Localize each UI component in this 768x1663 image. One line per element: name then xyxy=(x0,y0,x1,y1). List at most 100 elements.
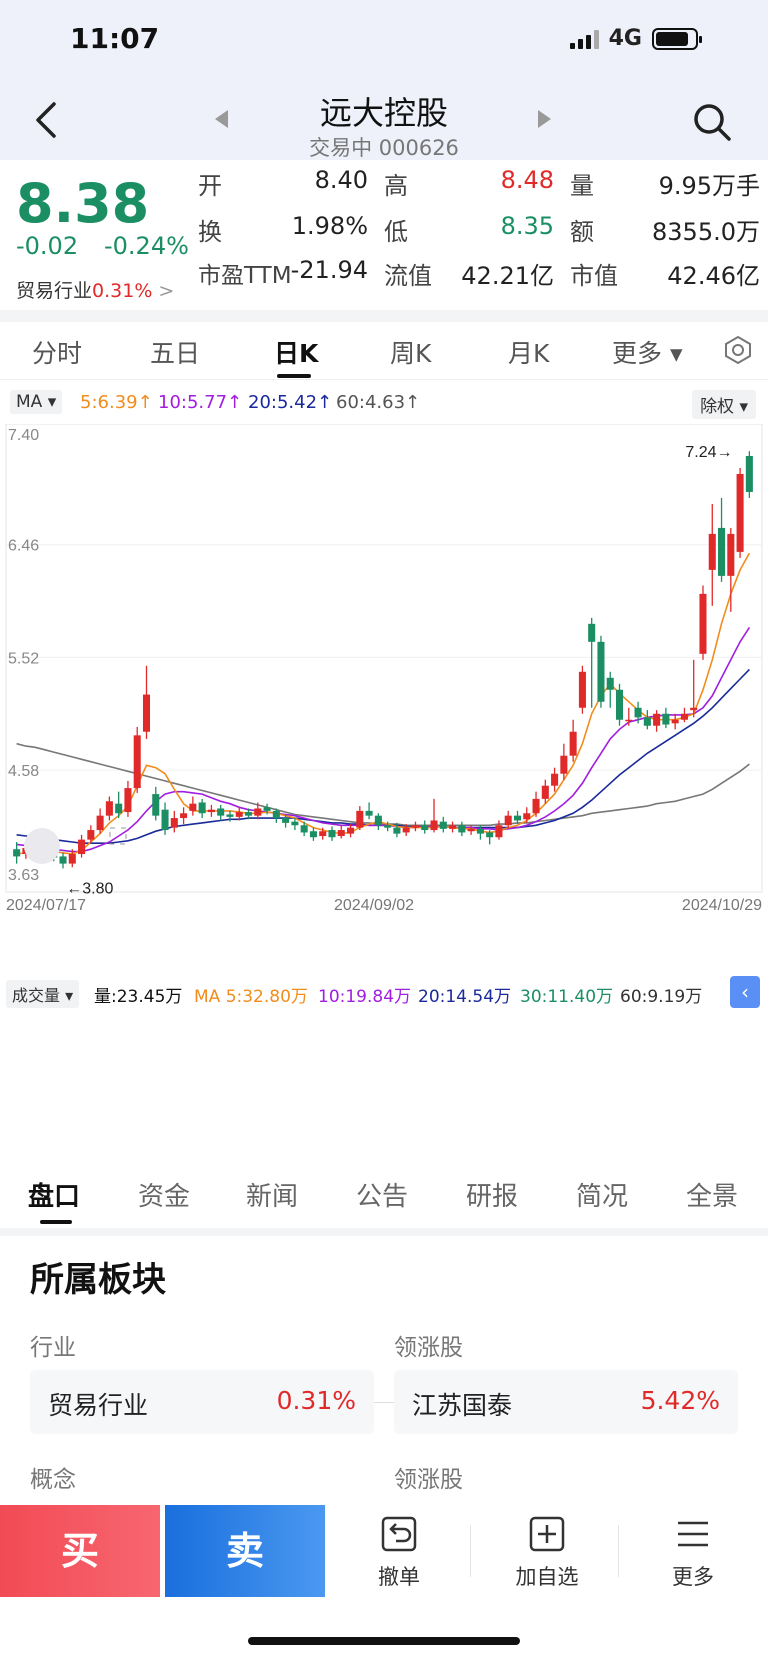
candle-body xyxy=(13,849,21,857)
tab-research[interactable]: 研报 xyxy=(466,1182,519,1212)
ma-selector[interactable]: MA ▾ xyxy=(10,390,63,414)
candle-body xyxy=(411,825,419,828)
candle-body xyxy=(643,717,651,726)
leader-card-name: 江苏国泰 xyxy=(412,1391,513,1420)
turnover-label: 换 xyxy=(198,218,222,246)
vol-ma5: MA 5:32.80万 xyxy=(194,987,308,1007)
tab-orderbook[interactable]: 盘口 xyxy=(28,1182,81,1212)
tab-announcements[interactable]: 公告 xyxy=(356,1182,409,1212)
candle-body xyxy=(226,814,234,817)
concept-heading: 概念 xyxy=(30,1467,76,1493)
vol-ma60: 60:9.19万 xyxy=(620,987,703,1007)
min-price-label: ←3.80 xyxy=(66,881,113,898)
back-icon[interactable] xyxy=(32,98,62,142)
candle-body xyxy=(439,821,447,829)
tab-five-day[interactable]: 五日 xyxy=(150,339,201,368)
industry-card-pct: 0.31% xyxy=(276,1386,356,1415)
candle-body xyxy=(207,809,215,813)
candle-body xyxy=(124,788,132,813)
tab-profile[interactable]: 简况 xyxy=(576,1182,629,1212)
industry-card[interactable]: 贸易行业 0.31% xyxy=(30,1370,374,1434)
info-tabs: 盘口 资金 新闻 公告 研报 简况 全景 xyxy=(0,1168,768,1228)
candle-body xyxy=(356,810,364,828)
candle-body xyxy=(671,719,679,724)
add-watchlist-button[interactable]: 加自选 xyxy=(482,1515,612,1591)
vol-ma30: 30:11.40万 xyxy=(520,987,614,1007)
tab-funds[interactable]: 资金 xyxy=(138,1182,191,1212)
fullscreen-icon xyxy=(109,827,127,845)
candle-body xyxy=(347,827,355,834)
home-indicator xyxy=(248,1637,520,1645)
candle-body xyxy=(319,831,327,837)
collapse-icon[interactable]: ‹ xyxy=(730,976,760,1008)
mkt-cap-label: 市值 xyxy=(570,262,618,290)
candle-body xyxy=(421,825,429,831)
more-button[interactable]: 更多 xyxy=(628,1515,758,1591)
open-label: 开 xyxy=(198,172,222,200)
tab-news[interactable]: 新闻 xyxy=(246,1182,299,1212)
leader-card[interactable]: 江苏国泰 5.42% xyxy=(394,1370,738,1434)
volume-legend: 成交量 ▾ 量:23.45万 MA 5:32.80万 10:19.84万 20:… xyxy=(0,976,768,1008)
industry-link[interactable]: 贸易行业0.31% > xyxy=(16,276,174,303)
candle-body xyxy=(727,533,735,576)
x-axis-label: 2024/09/02 xyxy=(334,897,414,914)
y-tick-label: 6.46 xyxy=(8,538,39,555)
candle-body xyxy=(244,812,253,816)
leader-heading: 领涨股 xyxy=(394,1335,463,1361)
tab-daily-k[interactable]: 日K xyxy=(274,339,319,368)
candle-body xyxy=(142,694,151,732)
vol-ma20: 20:14.54万 xyxy=(418,987,512,1007)
tab-monthly-k[interactable]: 月K xyxy=(508,339,550,368)
candle-body xyxy=(328,830,336,838)
candlestick-chart[interactable]: 7.40 6.46 5.52 4.58 3.63 7.24→ ←3.802024/07/17… xyxy=(0,424,768,964)
adjust-selector[interactable]: 除权 ▾ xyxy=(692,390,756,419)
candle-body xyxy=(189,803,197,811)
candle-body xyxy=(300,825,308,833)
candle-body xyxy=(560,755,568,774)
stock-name: 远大控股 xyxy=(319,94,448,132)
buy-button[interactable]: 买 xyxy=(0,1505,160,1597)
sell-button[interactable]: 卖 xyxy=(165,1505,325,1597)
turnover-value: 1.98% xyxy=(291,212,368,240)
candle-body xyxy=(588,623,596,642)
tab-overview[interactable]: 全景 xyxy=(686,1182,739,1212)
candle-body xyxy=(198,802,206,814)
candle-body xyxy=(152,794,160,816)
candle-body xyxy=(708,533,716,570)
candle-body xyxy=(96,815,104,831)
industry-heading: 行业 xyxy=(30,1335,76,1361)
high-label: 高 xyxy=(384,172,408,200)
period-tabs: 分时 五日 日K 周K 月K 更多 ▾ xyxy=(0,322,768,380)
tab-intraday[interactable]: 分时 xyxy=(32,339,83,368)
search-icon[interactable] xyxy=(692,102,732,142)
candle-body xyxy=(578,671,586,708)
candle-body xyxy=(78,839,86,855)
bottom-toolbar: 买 卖 撤单 加自选 更多 xyxy=(0,1505,768,1663)
tab-more[interactable]: 更多 ▾ xyxy=(612,339,683,368)
tab-weekly-k[interactable]: 周K xyxy=(390,339,432,368)
volume-selector[interactable]: 成交量 ▾ xyxy=(6,980,80,1008)
prev-stock-icon[interactable] xyxy=(215,110,228,128)
candle-body xyxy=(105,801,113,816)
candle-body xyxy=(458,825,466,833)
cancel-order-button[interactable]: 撤单 xyxy=(334,1515,464,1591)
tab-underline xyxy=(277,374,311,378)
current-price: 8.38 xyxy=(16,172,150,235)
candle-body xyxy=(337,830,345,837)
next-stock-icon[interactable] xyxy=(538,110,551,128)
volume-current: 量:23.45万 xyxy=(94,987,183,1007)
candle-body xyxy=(384,825,392,828)
menu-icon xyxy=(678,1521,708,1547)
ma-legend: MA ▾ 5:6.39↑ 10:5.77↑ 20:5.42↑ 60:4.63↑ … xyxy=(0,388,768,419)
candle-body xyxy=(449,825,457,829)
candle-body xyxy=(634,707,642,718)
high-value: 8.48 xyxy=(500,166,554,194)
settings-icon[interactable] xyxy=(722,334,754,366)
mkt-cap-value: 42.46亿 xyxy=(667,262,760,290)
ma20-label: 20:5.42↑ xyxy=(248,392,333,413)
divider xyxy=(0,310,768,322)
price-change-pct: -0.24% xyxy=(104,232,189,260)
float-cap-value: 42.21亿 xyxy=(461,262,554,290)
industry-name: 贸易行业 xyxy=(16,280,93,302)
section-title: 所属板块 xyxy=(30,1260,166,1300)
